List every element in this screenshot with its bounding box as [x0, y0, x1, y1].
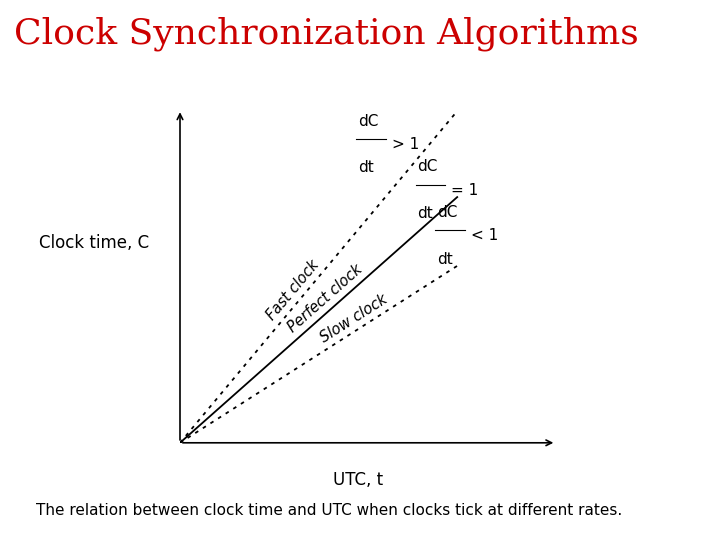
- Text: < 1: < 1: [471, 228, 498, 243]
- Text: dC: dC: [359, 113, 379, 129]
- Text: Fast clock: Fast clock: [264, 258, 323, 323]
- Text: dC: dC: [418, 159, 438, 174]
- Text: dC: dC: [438, 205, 458, 220]
- Text: dt: dt: [359, 160, 374, 176]
- Text: Clock time, C: Clock time, C: [39, 234, 148, 252]
- Text: Perfect clock: Perfect clock: [285, 262, 366, 335]
- Text: Clock Synchronization Algorithms: Clock Synchronization Algorithms: [14, 16, 639, 51]
- Text: dt: dt: [418, 206, 433, 221]
- Text: UTC, t: UTC, t: [333, 471, 383, 489]
- Text: Slow clock: Slow clock: [318, 292, 390, 346]
- Text: dt: dt: [438, 252, 453, 267]
- Text: = 1: = 1: [451, 183, 479, 198]
- Text: The relation between clock time and UTC when clocks tick at different rates.: The relation between clock time and UTC …: [36, 503, 622, 518]
- Text: > 1: > 1: [392, 137, 419, 152]
